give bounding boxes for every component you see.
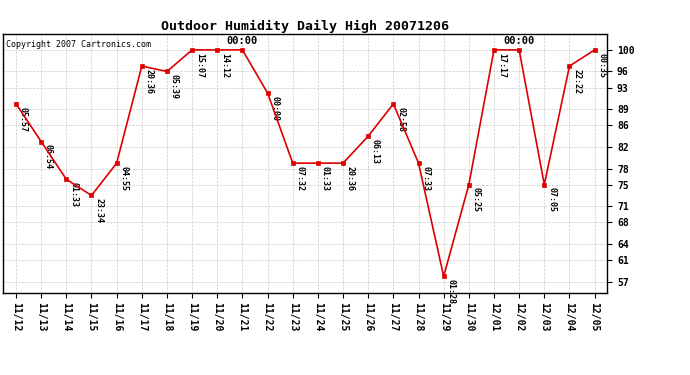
Text: Copyright 2007 Cartronics.com: Copyright 2007 Cartronics.com [6, 40, 152, 49]
Text: 23:34: 23:34 [95, 198, 103, 223]
Text: 05:57: 05:57 [19, 106, 28, 132]
Text: 15:07: 15:07 [195, 53, 204, 78]
Text: 20:36: 20:36 [145, 69, 154, 94]
Text: 04:55: 04:55 [119, 166, 128, 191]
Text: 00:35: 00:35 [598, 53, 607, 78]
Text: 07:05: 07:05 [547, 188, 556, 213]
Text: 00:00: 00:00 [227, 36, 258, 46]
Text: 07:32: 07:32 [295, 166, 304, 191]
Text: 01:33: 01:33 [69, 182, 78, 207]
Text: 06:54: 06:54 [44, 144, 53, 170]
Text: 00:00: 00:00 [504, 36, 535, 46]
Title: Outdoor Humidity Daily High 20071206: Outdoor Humidity Daily High 20071206 [161, 20, 449, 33]
Text: 00:00: 00:00 [270, 96, 279, 121]
Text: 01:33: 01:33 [321, 166, 330, 191]
Text: 05:39: 05:39 [170, 74, 179, 99]
Text: 01:28: 01:28 [446, 279, 455, 304]
Text: 06:13: 06:13 [371, 139, 380, 164]
Text: 17:17: 17:17 [497, 53, 506, 78]
Text: 07:33: 07:33 [422, 166, 431, 191]
Text: 22:22: 22:22 [572, 69, 581, 94]
Text: 20:36: 20:36 [346, 166, 355, 191]
Text: 14:12: 14:12 [220, 53, 229, 78]
Text: 05:25: 05:25 [472, 188, 481, 213]
Text: 02:58: 02:58 [396, 106, 405, 132]
